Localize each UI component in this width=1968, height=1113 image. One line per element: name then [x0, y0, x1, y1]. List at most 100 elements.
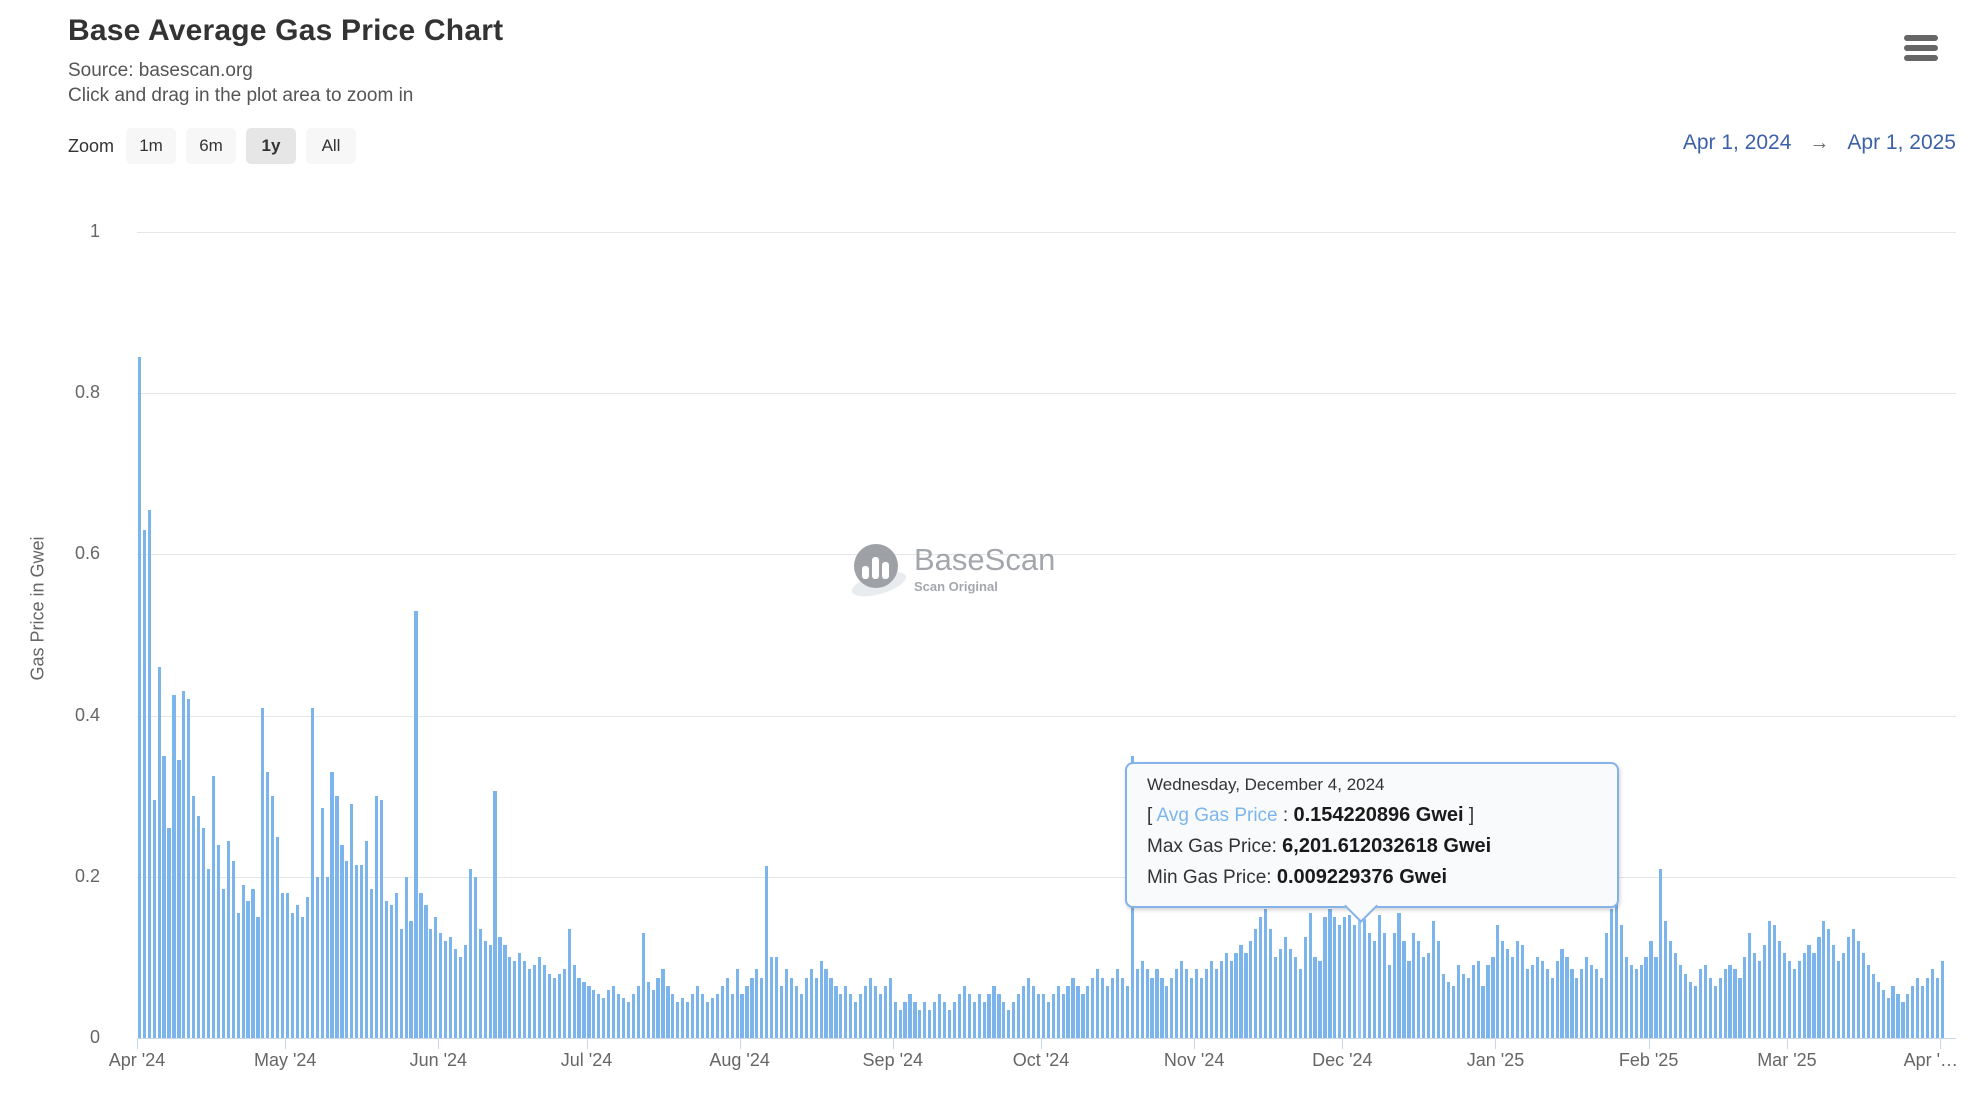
bar[interactable]: [854, 1001, 858, 1038]
bar[interactable]: [567, 929, 571, 1038]
bar[interactable]: [1718, 977, 1722, 1038]
bar[interactable]: [863, 985, 868, 1038]
zoom-button-6m[interactable]: 6m: [186, 128, 237, 164]
bar[interactable]: [710, 997, 714, 1038]
bar[interactable]: [167, 828, 171, 1038]
bar[interactable]: [1921, 985, 1925, 1038]
bar[interactable]: [908, 993, 912, 1038]
bar[interactable]: [379, 800, 384, 1038]
bar[interactable]: [1940, 961, 1945, 1038]
bar[interactable]: [389, 905, 393, 1038]
bar[interactable]: [1264, 909, 1268, 1038]
bar[interactable]: [1323, 917, 1327, 1038]
bar[interactable]: [355, 864, 359, 1038]
bar[interactable]: [1051, 993, 1055, 1038]
bar[interactable]: [666, 985, 670, 1038]
bar[interactable]: [1150, 977, 1154, 1038]
bar[interactable]: [1204, 969, 1208, 1038]
bar[interactable]: [977, 993, 981, 1038]
bar[interactable]: [730, 993, 734, 1038]
chart-context-menu-button[interactable]: [1900, 28, 1944, 68]
bar[interactable]: [1451, 985, 1455, 1038]
bar[interactable]: [444, 941, 448, 1038]
bar[interactable]: [1120, 977, 1125, 1038]
bar[interactable]: [310, 707, 314, 1038]
bar[interactable]: [1278, 949, 1283, 1038]
bar[interactable]: [770, 957, 774, 1038]
bar[interactable]: [775, 957, 779, 1038]
bar[interactable]: [1234, 953, 1238, 1038]
bar[interactable]: [1481, 985, 1485, 1038]
bar[interactable]: [1135, 969, 1139, 1038]
bar[interactable]: [414, 610, 418, 1038]
bar[interactable]: [700, 993, 705, 1038]
bar[interactable]: [206, 868, 211, 1038]
bar[interactable]: [597, 993, 601, 1038]
bar[interactable]: [424, 905, 428, 1038]
bar[interactable]: [1214, 969, 1218, 1038]
bar[interactable]: [1308, 913, 1312, 1038]
bar[interactable]: [883, 985, 887, 1038]
bar[interactable]: [789, 977, 794, 1038]
bar[interactable]: [696, 985, 700, 1038]
bar[interactable]: [335, 796, 339, 1038]
bar[interactable]: [1471, 965, 1475, 1038]
bar[interactable]: [607, 989, 611, 1038]
bar[interactable]: [750, 977, 754, 1038]
bar[interactable]: [1827, 929, 1831, 1038]
bar[interactable]: [1115, 969, 1120, 1038]
bar[interactable]: [784, 969, 789, 1038]
bar[interactable]: [1086, 985, 1090, 1038]
bar[interactable]: [1842, 953, 1846, 1038]
bar[interactable]: [1911, 985, 1915, 1038]
bar[interactable]: [1649, 941, 1653, 1038]
bar[interactable]: [369, 888, 374, 1038]
bar[interactable]: [1767, 921, 1772, 1038]
bar[interactable]: [493, 790, 497, 1038]
bar[interactable]: [1935, 977, 1940, 1038]
zoom-button-all[interactable]: All: [306, 128, 357, 164]
bar[interactable]: [1520, 945, 1525, 1038]
bar[interactable]: [1343, 917, 1347, 1038]
bar[interactable]: [1728, 965, 1732, 1038]
bar[interactable]: [1283, 937, 1288, 1038]
bar[interactable]: [419, 892, 423, 1038]
bar[interactable]: [1570, 969, 1574, 1038]
bar[interactable]: [755, 969, 759, 1038]
bar[interactable]: [745, 985, 749, 1038]
bar[interactable]: [1530, 965, 1535, 1038]
bar[interactable]: [1338, 925, 1342, 1038]
bar[interactable]: [172, 695, 176, 1038]
bar[interactable]: [295, 905, 300, 1038]
bar[interactable]: [1516, 941, 1520, 1038]
bar[interactable]: [1876, 981, 1880, 1038]
bar[interactable]: [1239, 945, 1243, 1038]
bar[interactable]: [602, 997, 606, 1038]
bar[interactable]: [1817, 937, 1821, 1038]
bar[interactable]: [1861, 953, 1865, 1038]
bar[interactable]: [997, 993, 1001, 1038]
bar[interactable]: [1298, 969, 1302, 1038]
bar[interactable]: [824, 969, 828, 1038]
bar[interactable]: [1674, 953, 1678, 1038]
bar[interactable]: [1777, 941, 1782, 1038]
bar[interactable]: [1787, 961, 1791, 1038]
bar[interactable]: [1432, 921, 1436, 1038]
bar[interactable]: [1328, 909, 1332, 1038]
bar[interactable]: [913, 1001, 917, 1038]
bar[interactable]: [384, 900, 388, 1038]
bar[interactable]: [671, 993, 675, 1038]
bar[interactable]: [878, 993, 882, 1038]
bar[interactable]: [483, 941, 487, 1038]
bar[interactable]: [1535, 957, 1539, 1038]
bar[interactable]: [799, 993, 803, 1038]
bar[interactable]: [735, 969, 739, 1038]
bar[interactable]: [923, 1001, 927, 1038]
bar[interactable]: [760, 977, 764, 1038]
bar[interactable]: [537, 957, 542, 1038]
bar[interactable]: [1758, 961, 1762, 1038]
bar[interactable]: [1145, 969, 1149, 1038]
bar[interactable]: [1402, 941, 1406, 1038]
bar[interactable]: [152, 800, 156, 1038]
bar[interactable]: [1679, 965, 1683, 1038]
